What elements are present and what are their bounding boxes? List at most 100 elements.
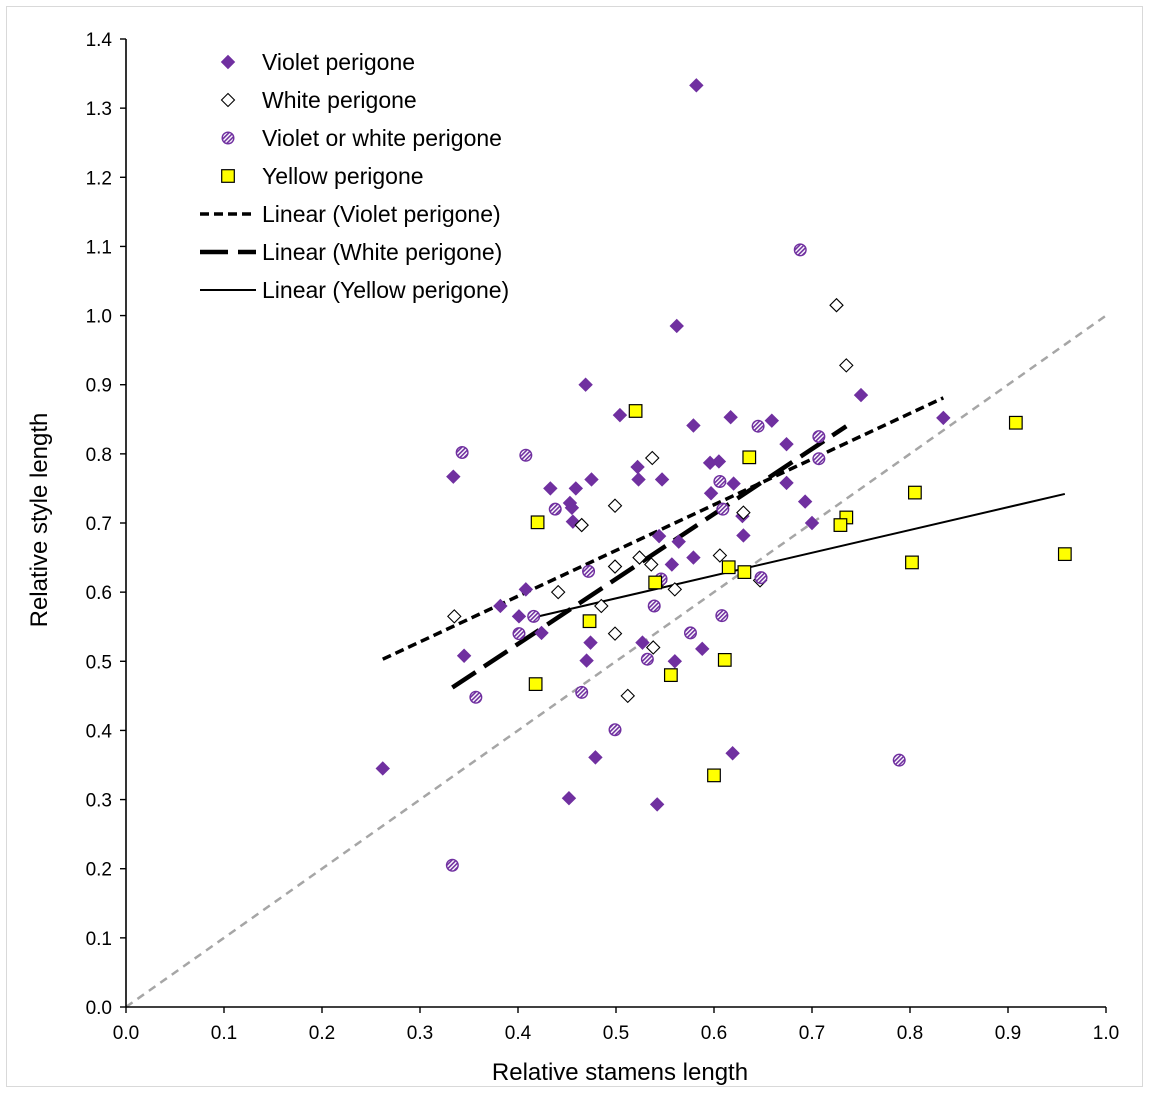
legend-label: Linear (White perigone) — [262, 239, 502, 265]
point-s0-32 — [664, 557, 680, 572]
point-s0-12 — [711, 454, 727, 469]
y-tick-label: 1.2 — [86, 168, 112, 189]
y-tick-label: 0.7 — [86, 514, 112, 535]
point-s2-4 — [812, 430, 826, 444]
point-s0-4 — [936, 410, 951, 426]
point-s0-3 — [853, 387, 869, 403]
point-s0-36 — [534, 625, 549, 641]
point-s3-4 — [530, 515, 545, 530]
x-tick-label: 0.7 — [799, 1023, 825, 1044]
point-s0-16 — [654, 472, 670, 487]
x-tick-label: 0.0 — [113, 1023, 139, 1044]
chart-frame — [6, 6, 1143, 1087]
point-s0-47 — [649, 797, 665, 812]
point-s2-14 — [715, 609, 729, 623]
point-s0-43 — [588, 750, 603, 765]
point-s3-8 — [905, 555, 919, 570]
point-s0-46 — [561, 790, 577, 806]
trendline-2 — [535, 492, 1066, 619]
legend-marker-1 — [220, 92, 236, 108]
point-s1-18 — [620, 688, 636, 704]
legend-label: Linear (Violet perigone) — [262, 201, 501, 227]
point-s0-14 — [584, 472, 599, 487]
trendline-0 — [382, 396, 945, 661]
point-s2-11 — [754, 571, 768, 585]
point-s3-2 — [742, 450, 757, 465]
point-s0-22 — [797, 494, 813, 509]
point-s0-5 — [723, 410, 738, 425]
point-s0-1 — [669, 318, 684, 334]
y-tick-label: 1.0 — [86, 307, 112, 328]
point-s2-12 — [647, 599, 661, 613]
point-s2-17 — [640, 652, 654, 666]
point-s3-11 — [648, 575, 663, 590]
point-s0-18 — [779, 475, 794, 491]
point-s3-13 — [717, 653, 732, 667]
point-s3-16 — [707, 768, 721, 783]
x-tick-label: 0.3 — [407, 1023, 433, 1044]
point-s0-21 — [703, 486, 719, 501]
point-s0-44 — [725, 746, 740, 761]
point-s0-42 — [667, 654, 683, 669]
x-tick-label: 0.2 — [309, 1023, 335, 1044]
point-s0-29 — [736, 528, 751, 543]
point-s0-28 — [651, 528, 667, 544]
point-s2-15 — [512, 627, 526, 641]
point-s1-14 — [447, 609, 462, 624]
point-s0-35 — [511, 609, 527, 624]
x-tick-label: 0.5 — [603, 1023, 629, 1044]
point-s2-21 — [892, 753, 906, 767]
point-s0-15 — [631, 472, 646, 487]
y-tick-label: 0.3 — [86, 791, 112, 812]
point-s2-0 — [793, 243, 807, 257]
x-tick-label: 1.0 — [1093, 1023, 1119, 1044]
y-tick-label: 0.6 — [86, 583, 112, 604]
x-tick-label: 0.9 — [995, 1023, 1021, 1044]
point-s2-6 — [713, 475, 727, 489]
legend-label: White perigone — [262, 87, 417, 113]
x-tick-label: 0.6 — [701, 1023, 727, 1044]
point-s1-6 — [607, 559, 623, 574]
point-s0-7 — [612, 407, 628, 423]
point-s0-31 — [686, 550, 701, 565]
point-s2-13 — [527, 609, 541, 623]
legend-marker-0 — [220, 54, 236, 70]
point-s1-3 — [607, 498, 623, 513]
point-s0-24 — [564, 500, 580, 515]
point-s1-15 — [594, 598, 609, 614]
y-tick-label: 0.1 — [86, 929, 112, 950]
point-s0-30 — [671, 534, 686, 549]
point-s1-9 — [712, 548, 728, 563]
x-tick-label: 0.1 — [211, 1023, 237, 1044]
legend-label: Linear (Yellow perigone) — [262, 277, 509, 303]
x-tick-label: 0.4 — [505, 1023, 532, 1044]
y-tick-label: 1.4 — [86, 30, 113, 51]
y-tick-label: 0.8 — [86, 445, 112, 466]
point-s2-7 — [548, 502, 562, 516]
point-s0-2 — [578, 377, 593, 392]
trendline-1 — [451, 424, 848, 690]
point-s0-17 — [726, 476, 741, 491]
point-s2-5 — [812, 452, 826, 466]
point-s0-10 — [630, 459, 645, 475]
point-s0-45 — [375, 761, 390, 776]
point-s0-9 — [779, 436, 794, 452]
y-tick-label: 0.5 — [86, 652, 112, 673]
point-s0-41 — [579, 653, 594, 668]
point-s2-1 — [455, 445, 469, 459]
y-tick-label: 0.0 — [86, 998, 112, 1019]
legend-label: Violet or white perigone — [262, 125, 502, 151]
point-s3-10 — [737, 565, 752, 579]
point-s3-7 — [1057, 547, 1072, 562]
point-s0-39 — [695, 641, 710, 657]
point-s2-20 — [608, 723, 622, 737]
point-s0-40 — [456, 648, 472, 663]
point-s1-4 — [574, 517, 589, 533]
point-s2-3 — [751, 419, 765, 433]
reference-line — [125, 314, 1107, 1009]
point-s1-5 — [736, 505, 751, 520]
point-s0-6 — [764, 413, 780, 428]
point-s2-18 — [575, 685, 589, 699]
legend-label: Violet perigone — [262, 49, 415, 75]
